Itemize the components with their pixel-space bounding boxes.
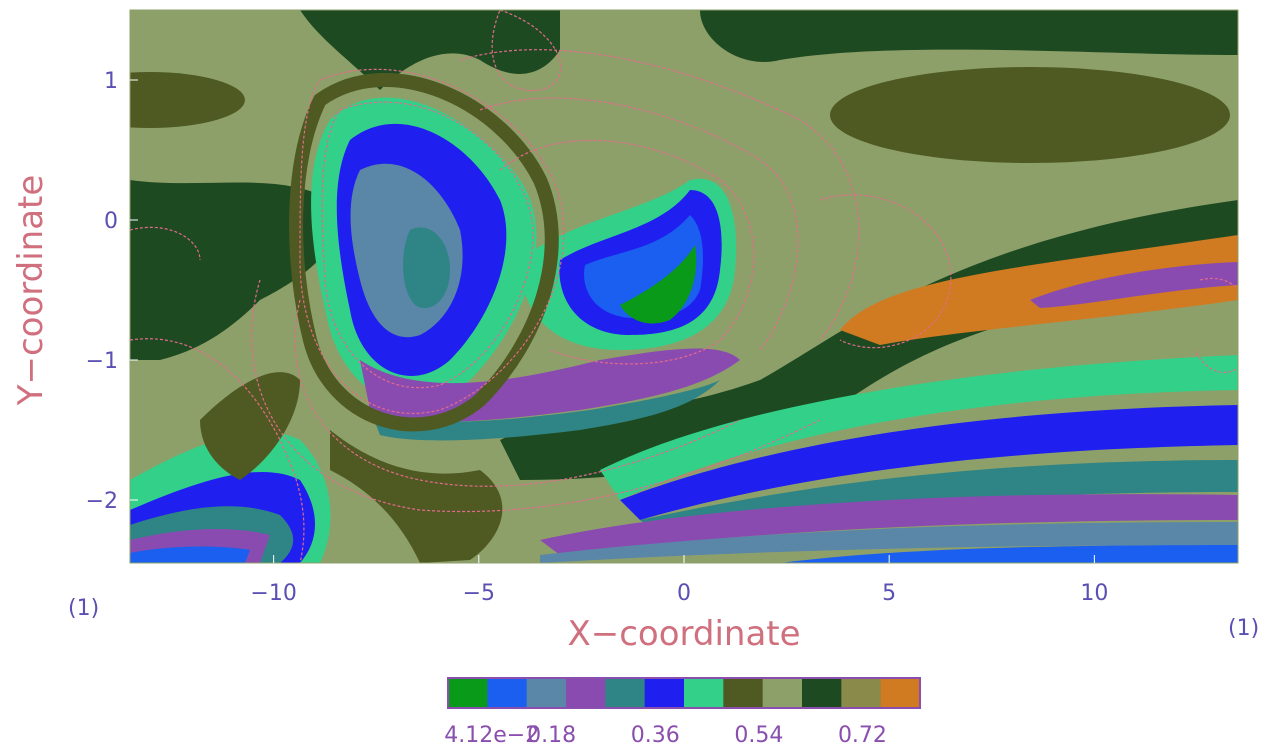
lobe-left-core: [403, 227, 450, 309]
colorbar-tick-labels: 4.12e−20.18 0.36 0.54 0.72: [444, 723, 887, 748]
contour-lines: [130, 10, 1238, 563]
colorbar-swatch: [723, 678, 764, 708]
colorbar-tick-label: 0.54: [734, 723, 783, 748]
colorbar: [447, 677, 921, 709]
colorbar-swatch: [448, 678, 488, 708]
colorbar-swatch: [526, 678, 567, 708]
colorbar-swatch: [566, 678, 606, 708]
colorbar-frame: [447, 677, 921, 709]
corner-note-right: (1): [1228, 616, 1259, 641]
plot-area: [130, 10, 1238, 563]
band-left-royal: [130, 546, 250, 563]
band-ellipse-left: [130, 72, 245, 128]
y-axis-label: Y−coordinate: [11, 175, 51, 407]
x-tick-label: 5: [882, 581, 896, 606]
x-axis: −10 −5 0 5 10: [250, 555, 1108, 606]
colorbar-swatch: [802, 678, 842, 708]
y-tick-label: 1: [104, 69, 118, 94]
colorbar-tick-label: 0.72: [838, 723, 887, 748]
x-tick-label: 0: [677, 581, 691, 606]
band-left-olive: [200, 372, 300, 480]
band-upper-dark-right: [700, 10, 1238, 62]
corner-note-left: (1): [68, 596, 99, 621]
band-ellipse-right: [830, 67, 1230, 163]
colorbar-tick-label: 0.36: [631, 723, 680, 748]
band-left-dark: [130, 180, 339, 360]
colorbar-swatch: [605, 678, 646, 708]
band-royal-lower: [780, 545, 1238, 563]
colorbar-tick-label: 4.12e−2: [444, 723, 539, 748]
band-slate-lower: [540, 522, 1238, 563]
y-axis: 1 0 −1 −2: [86, 69, 138, 514]
y-tick-label: −2: [86, 489, 118, 514]
colorbar-swatch: [644, 678, 685, 708]
band-teal-lower: [600, 355, 1238, 500]
y-tick-label: −1: [86, 349, 118, 374]
band-blue-lower: [620, 405, 1238, 520]
band-cyan-lower: [640, 460, 1238, 535]
colorbar-swatch: [684, 678, 724, 708]
x-tick-label: 10: [1080, 581, 1108, 606]
lobe-left-ring-olive: [289, 72, 559, 432]
colorbar-swatch: [762, 678, 803, 708]
lobe-lower-ring-2: [370, 380, 720, 441]
colorbar-tick-label: 0.18: [527, 723, 576, 748]
y-tick-label: 0: [104, 209, 118, 234]
band-purple-lower: [540, 494, 1238, 555]
colorbar-swatch: [880, 678, 921, 708]
x-tick-label: −5: [463, 581, 495, 606]
colorbar-swatch: [841, 678, 882, 708]
x-axis-label: X−coordinate: [567, 614, 800, 654]
band-lower-olive: [330, 430, 503, 563]
x-tick-label: −10: [250, 581, 296, 606]
band-purple-right: [1030, 262, 1238, 308]
colorbar-swatch: [487, 678, 528, 708]
lobe-right-core: [620, 245, 697, 324]
band-orange: [840, 235, 1238, 345]
